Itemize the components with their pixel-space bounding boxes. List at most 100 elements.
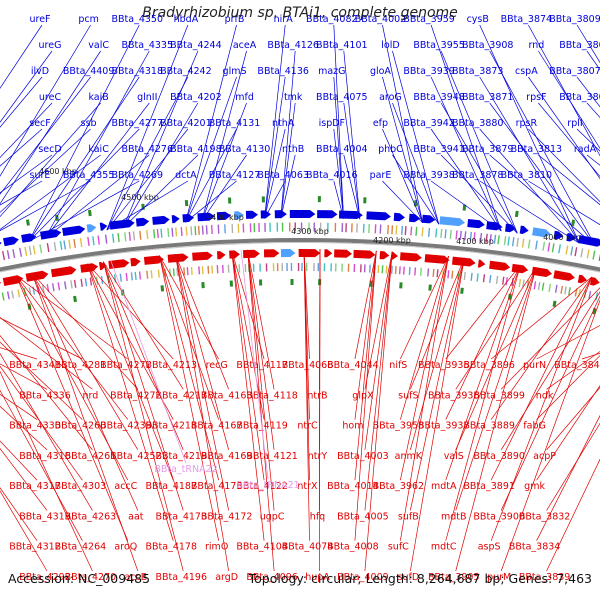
reverse-leader-line — [490, 276, 593, 541]
forward-gene-label: BBta_4016 — [306, 170, 358, 181]
forward-leader-line — [122, 102, 199, 229]
forward-gene-label: BBta_4244 — [170, 40, 222, 51]
gene-arrow — [467, 219, 485, 229]
function-mark — [32, 245, 36, 255]
function-mark — [201, 266, 204, 275]
gene-arrow — [298, 249, 321, 258]
forward-leader-line — [333, 24, 344, 219]
function-mark — [537, 281, 541, 291]
reverse-gene-label: BBta_4009 — [337, 572, 389, 583]
function-mark — [132, 231, 136, 241]
forward-gene-label: BBta_3807 — [549, 66, 600, 77]
forward-gene-label: BBta_4277 — [112, 118, 164, 129]
function-mark — [570, 246, 574, 256]
forward-leader-line — [430, 180, 502, 232]
forward-leader-line — [538, 102, 600, 178]
forward-gene-label: BBta_4082 — [306, 14, 358, 25]
function-mark — [130, 272, 134, 281]
function-mark — [568, 287, 571, 296]
gene-arrow — [531, 266, 553, 277]
function-mark — [53, 241, 57, 251]
reverse-gene-label: BBta_4317 — [9, 481, 61, 492]
forward-leader-line — [430, 128, 502, 232]
reverse-leader-line — [364, 251, 393, 572]
reverse-gene-label: nifS — [389, 360, 407, 371]
reverse-leader-line — [247, 249, 275, 511]
forward-leader-line — [201, 50, 247, 222]
track-dash — [141, 203, 145, 210]
function-mark — [495, 275, 499, 284]
reverse-gene-label: BBta_4261 — [65, 451, 117, 462]
reverse-leader-line — [159, 255, 220, 481]
reverse-gene-label: recG — [206, 360, 228, 371]
forward-gene-label: valC — [88, 40, 109, 51]
forward-gene-label: lolD — [381, 40, 399, 51]
function-mark — [183, 267, 186, 276]
function-mark — [547, 242, 551, 252]
forward-gene-label: ureC — [39, 92, 62, 103]
function-mark — [542, 241, 546, 251]
reverse-leader-line — [536, 414, 600, 541]
forward-leader-line — [392, 154, 440, 225]
forward-gene-label: prfB — [225, 14, 245, 25]
reverse-leader-line — [409, 257, 465, 511]
forward-leader-line — [264, 180, 286, 219]
function-mark — [138, 271, 142, 280]
gene-arrow — [243, 249, 260, 259]
gene-arrow — [289, 210, 316, 218]
reverse-gene-label: purM — [487, 572, 511, 583]
function-mark — [210, 224, 213, 235]
gene-arrow — [379, 251, 390, 260]
reverse-leader-line — [174, 253, 229, 390]
forward-gene-label: nirA — [274, 14, 294, 25]
reverse-leader-line — [231, 250, 265, 420]
gene-arrow — [260, 210, 271, 219]
function-mark — [592, 250, 596, 260]
reverse-gene-label: gmk — [524, 481, 545, 492]
reverse-gene-label: BBta_3900 — [473, 511, 525, 522]
forward-leader-line — [185, 24, 237, 223]
gene-arrow — [99, 222, 108, 231]
reverse-gene-label: BBta_4121 — [246, 451, 298, 462]
forward-gene-label: BBta_3908 — [462, 40, 514, 51]
forward-leader-line — [489, 50, 596, 247]
function-mark — [391, 225, 394, 235]
function-mark — [190, 266, 193, 275]
gene-arrow — [0, 241, 2, 245]
function-mark — [440, 228, 443, 238]
reverse-leader-line — [87, 263, 174, 360]
reverse-leader-line — [0, 334, 93, 451]
gene-arrow — [400, 252, 422, 262]
gene-arrow — [25, 270, 49, 282]
function-mark — [153, 229, 156, 239]
function-mark — [455, 230, 458, 240]
function-mark — [464, 231, 467, 241]
function-mark — [205, 225, 208, 235]
reverse-gene-label: mdtA — [431, 481, 457, 492]
reverse-gene-label: BBta_4096 — [246, 572, 298, 583]
track-dash — [552, 300, 557, 307]
forward-gene-label: radA — [574, 144, 597, 155]
reverse-gene-label: BBta_4218 — [145, 421, 197, 432]
reverse-gene-label: BBta_3958 — [373, 421, 425, 432]
reverse-leader-line — [0, 317, 93, 390]
forward-leader-line — [576, 76, 600, 108]
forward-leader-line — [343, 154, 361, 220]
reverse-gene-label: aroQ — [114, 542, 137, 553]
track-dash — [571, 219, 576, 226]
forward-gene-label: mazG — [318, 66, 345, 77]
gene-arrow — [86, 224, 97, 233]
track-dash — [592, 307, 597, 315]
reverse-leader-line — [231, 250, 265, 481]
forward-gene-label: BBta_3955 — [413, 40, 465, 51]
scale-tick-label: 4300 kbp — [291, 227, 329, 236]
reverse-gene-label: BBta_3891 — [463, 481, 515, 492]
function-mark — [146, 270, 149, 279]
function-mark — [408, 266, 411, 276]
function-mark — [493, 234, 497, 244]
function-mark — [398, 266, 401, 275]
reverse-leader-line — [354, 250, 377, 481]
reverse-gene-label: BBta_4330 — [9, 421, 61, 432]
forward-leader-line — [0, 154, 101, 230]
